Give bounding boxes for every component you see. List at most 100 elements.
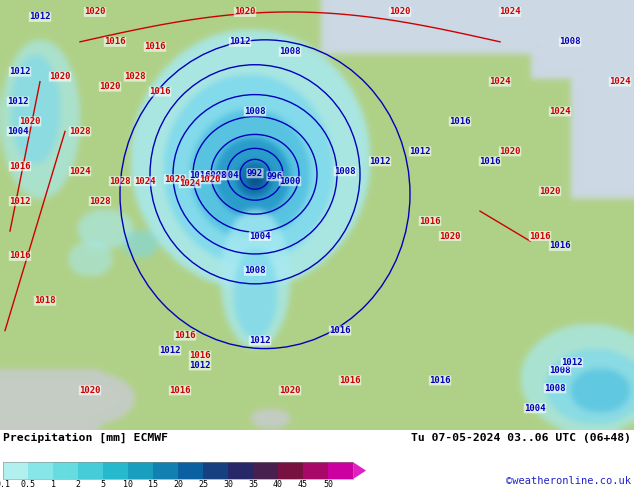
Text: 1024: 1024: [499, 7, 521, 17]
Text: 1020: 1020: [100, 82, 120, 91]
Text: 1016: 1016: [190, 351, 210, 360]
Text: 1008: 1008: [244, 107, 266, 116]
Text: 1020: 1020: [389, 7, 411, 17]
Text: 1024: 1024: [179, 179, 201, 188]
Bar: [78, 462, 103, 479]
Text: 1012: 1012: [249, 336, 271, 345]
Text: 1012: 1012: [29, 12, 51, 22]
Text: 1004: 1004: [524, 404, 546, 413]
Text: 1008: 1008: [279, 48, 301, 56]
Text: 1024: 1024: [489, 77, 511, 86]
Text: 1004: 1004: [249, 231, 271, 241]
Text: 1020: 1020: [199, 175, 221, 184]
Bar: [128, 462, 153, 479]
Text: 1012: 1012: [410, 147, 430, 156]
Text: 1024: 1024: [609, 77, 631, 86]
Text: 1012: 1012: [190, 361, 210, 370]
Text: 1016: 1016: [190, 171, 210, 180]
Text: 0.1: 0.1: [0, 480, 11, 489]
Text: 2: 2: [75, 480, 81, 489]
Text: 1012: 1012: [10, 196, 31, 206]
Bar: [178, 462, 203, 479]
Text: 40: 40: [273, 480, 283, 489]
Text: Precipitation [mm] ECMWF: Precipitation [mm] ECMWF: [3, 433, 168, 443]
Text: 1008: 1008: [559, 37, 581, 47]
Text: 1020: 1020: [234, 7, 256, 17]
Text: 1024: 1024: [549, 107, 571, 116]
Text: 0.5: 0.5: [20, 480, 36, 489]
Text: 992: 992: [247, 169, 263, 178]
Text: 5: 5: [101, 480, 105, 489]
Text: 1016: 1016: [479, 157, 501, 166]
Bar: [203, 462, 228, 479]
Text: 996: 996: [267, 172, 283, 181]
Text: 20: 20: [173, 480, 183, 489]
Text: 1016: 1016: [329, 326, 351, 335]
Text: 1016: 1016: [104, 37, 126, 47]
Text: 1020: 1020: [164, 175, 186, 184]
Text: 1004: 1004: [7, 127, 29, 136]
Text: 1016: 1016: [549, 242, 571, 250]
Text: 10: 10: [123, 480, 133, 489]
Bar: [278, 462, 303, 479]
Text: 1028: 1028: [124, 72, 146, 81]
Text: 1020: 1020: [540, 187, 560, 196]
Bar: [53, 462, 78, 479]
Text: 45: 45: [298, 480, 308, 489]
Text: 1018: 1018: [34, 296, 56, 305]
Text: Tu 07-05-2024 03..06 UTC (06+48): Tu 07-05-2024 03..06 UTC (06+48): [411, 433, 631, 443]
Text: 1020: 1020: [439, 231, 461, 241]
Bar: [103, 462, 128, 479]
Text: 1008: 1008: [205, 171, 227, 180]
Text: 1008: 1008: [544, 384, 566, 393]
Text: 1004: 1004: [217, 171, 239, 180]
Text: ©weatheronline.co.uk: ©weatheronline.co.uk: [506, 476, 631, 486]
Text: 1: 1: [51, 480, 56, 489]
Text: 1008: 1008: [334, 167, 356, 176]
Text: 1012: 1012: [369, 157, 391, 166]
Text: 1020: 1020: [19, 117, 41, 126]
Bar: [303, 462, 328, 479]
Text: 1012: 1012: [159, 346, 181, 355]
Text: 1016: 1016: [339, 376, 361, 385]
Text: 25: 25: [198, 480, 208, 489]
Bar: [3, 462, 28, 479]
Text: 1012: 1012: [230, 37, 251, 47]
Text: 50: 50: [323, 480, 333, 489]
Text: 1008: 1008: [549, 366, 571, 375]
Bar: [3, 462, 353, 479]
Text: 1020: 1020: [49, 72, 71, 81]
Text: 1016: 1016: [149, 87, 171, 96]
Text: 1020: 1020: [79, 386, 101, 395]
Text: 1000: 1000: [279, 177, 301, 186]
Bar: [228, 462, 253, 479]
Text: 1016: 1016: [169, 386, 191, 395]
Text: 1020: 1020: [279, 386, 301, 395]
Text: 15: 15: [148, 480, 158, 489]
Text: 1020: 1020: [499, 147, 521, 156]
Text: 1016: 1016: [450, 117, 471, 126]
Text: 1028: 1028: [109, 177, 131, 186]
Text: 1024: 1024: [134, 177, 156, 186]
Text: 1020: 1020: [84, 7, 106, 17]
Text: 1016: 1016: [419, 217, 441, 225]
Text: 1016: 1016: [529, 231, 551, 241]
Bar: [328, 462, 353, 479]
Text: 35: 35: [248, 480, 258, 489]
Text: 1012: 1012: [561, 358, 583, 367]
Text: 1016: 1016: [429, 376, 451, 385]
Text: 1028: 1028: [69, 127, 91, 136]
Text: 1024: 1024: [69, 167, 91, 176]
Text: 1028: 1028: [89, 196, 111, 206]
Text: 1016: 1016: [145, 42, 165, 51]
Text: 1016: 1016: [174, 331, 196, 340]
Polygon shape: [353, 462, 366, 479]
Text: 1012: 1012: [7, 97, 29, 106]
Bar: [28, 462, 53, 479]
Bar: [153, 462, 178, 479]
Text: 1016: 1016: [10, 251, 31, 261]
Text: 1016: 1016: [10, 162, 31, 171]
Bar: [253, 462, 278, 479]
Text: 1008: 1008: [244, 267, 266, 275]
Text: 30: 30: [223, 480, 233, 489]
